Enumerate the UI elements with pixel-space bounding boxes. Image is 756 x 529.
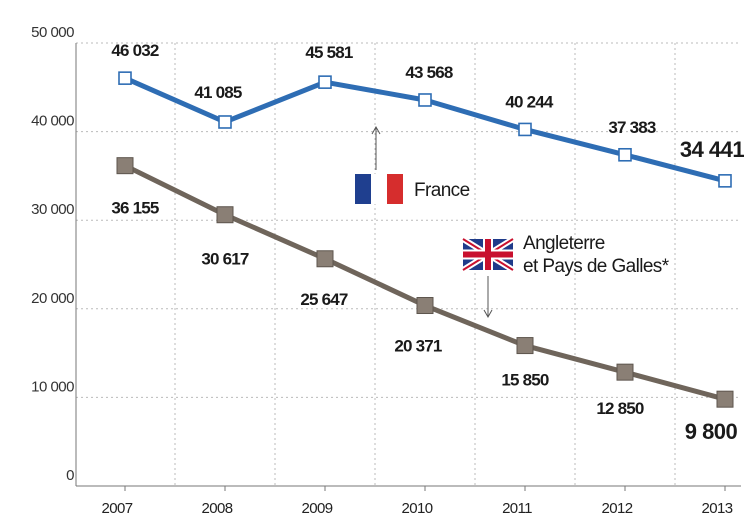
england-point <box>216 206 234 224</box>
x-tick-label: 2009 <box>302 500 333 517</box>
england-point <box>316 250 334 268</box>
france-point <box>218 115 232 129</box>
england-data-label: 15 850 <box>501 371 549 390</box>
france-data-label: 41 085 <box>194 83 242 102</box>
x-tick-label: 2007 <box>102 500 133 517</box>
legend-england-label-line1: Angleterre <box>523 233 605 254</box>
france-point <box>718 174 732 188</box>
england-point <box>116 157 134 175</box>
axis-layer: 0 10 000 20 000 30 000 40 000 50 000 2007 2008 2… <box>31 24 741 517</box>
uk-flag-icon <box>461 236 515 273</box>
legend-france-label: France <box>414 180 470 201</box>
france-data-label: 46 032 <box>111 41 159 60</box>
series-layer <box>116 71 734 408</box>
y-tick-label: 0 <box>66 467 74 484</box>
x-tick-label: 2008 <box>202 500 233 517</box>
france-flag-icon <box>355 174 403 204</box>
legend-france-arrowhead <box>371 125 381 135</box>
england-data-label: 30 617 <box>201 250 249 269</box>
france-data-label: 45 581 <box>305 43 353 62</box>
england-data-label: 12 850 <box>596 399 644 418</box>
france-data-label: 43 568 <box>405 63 453 82</box>
england-point <box>516 337 534 355</box>
x-tick-label: 2010 <box>402 500 433 517</box>
x-tick-label: 2013 <box>702 500 733 517</box>
legend-england-arrowhead <box>483 309 493 319</box>
y-tick-label: 50 000 <box>31 24 74 41</box>
legend-france: France <box>355 125 470 204</box>
label-layer: 46 032 41 085 45 581 43 568 40 244 37 383 34 4… <box>111 41 745 444</box>
france-point <box>318 75 332 89</box>
y-tick-label: 20 000 <box>31 290 74 307</box>
france-point <box>518 122 532 137</box>
england-point <box>716 390 734 408</box>
france-point <box>418 93 432 107</box>
france-point <box>118 71 132 85</box>
legend-england-label-line2: et Pays de Galles* <box>523 256 670 277</box>
x-tick-label: 2011 <box>502 500 532 517</box>
y-tick-label: 10 000 <box>31 378 74 395</box>
england-data-label: 25 647 <box>300 290 348 309</box>
y-tick-label: 40 000 <box>31 113 74 130</box>
france-data-label: 40 244 <box>505 92 554 111</box>
legend-england: Angleterre et Pays de Galles* <box>461 233 670 319</box>
france-point <box>618 147 632 162</box>
england-point <box>616 363 634 381</box>
england-point <box>416 297 434 315</box>
england-data-label: 36 155 <box>111 199 159 218</box>
france-data-label: 34 441 <box>680 137 745 162</box>
england-data-label: 20 371 <box>394 337 442 356</box>
y-tick-label: 30 000 <box>31 201 74 218</box>
grid-layer <box>76 42 741 486</box>
x-tick-label: 2012 <box>602 500 633 517</box>
england-data-label: 9 800 <box>685 419 738 444</box>
france-data-label: 37 383 <box>608 118 656 137</box>
